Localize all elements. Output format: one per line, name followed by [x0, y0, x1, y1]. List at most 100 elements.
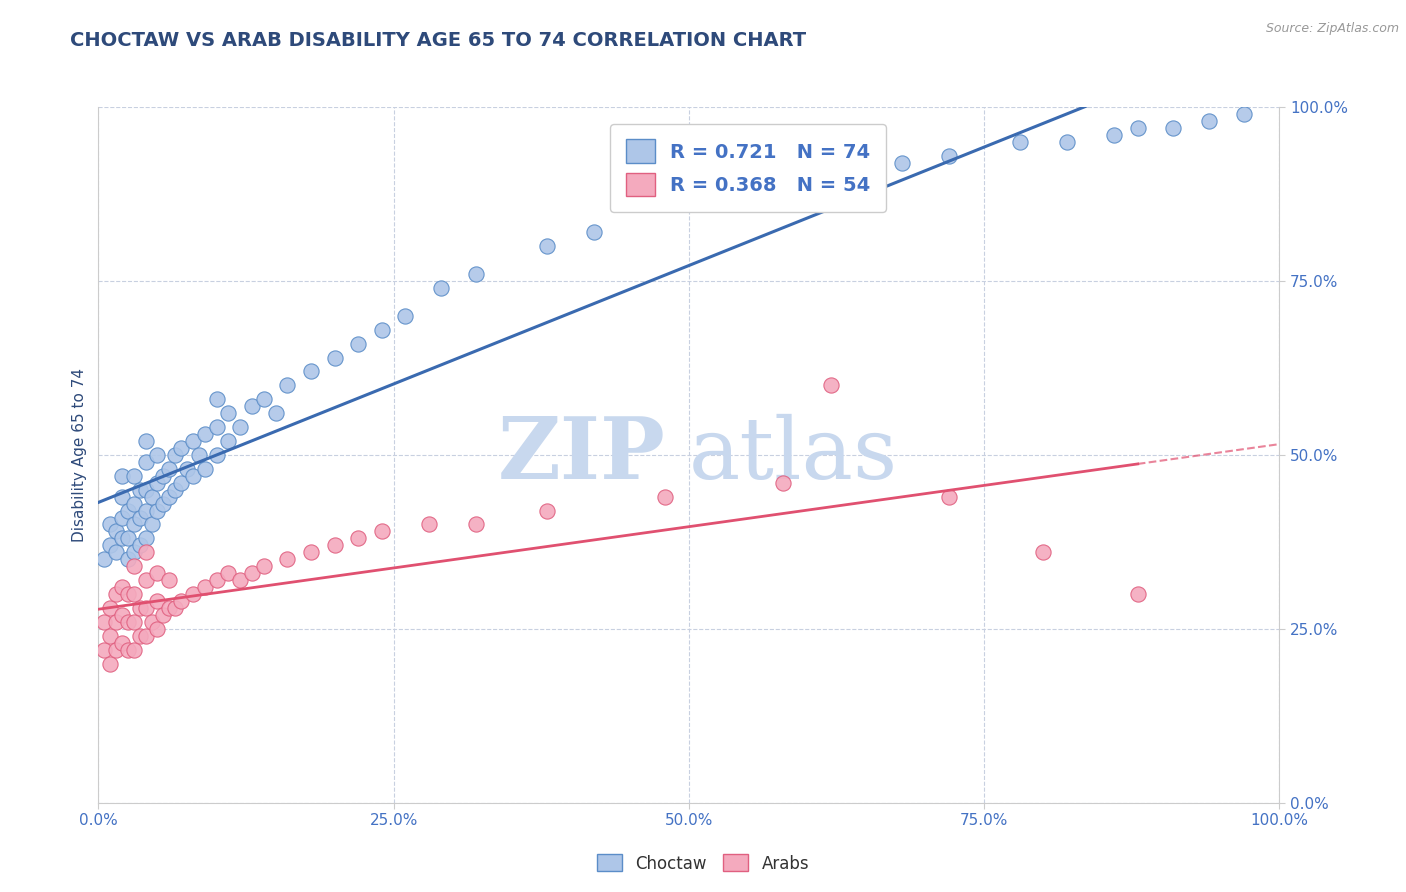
Point [98, 538, 121, 552]
Point [205, 420, 228, 434]
Point [111, 490, 134, 504]
Point [772, 475, 794, 490]
Point [371, 323, 394, 337]
Point [394, 309, 416, 323]
Point [347, 336, 370, 351]
Point [141, 517, 163, 532]
Point [240, 566, 263, 581]
Point [165, 448, 187, 462]
Point [122, 615, 145, 629]
Point [217, 406, 239, 420]
Point [135, 503, 157, 517]
Point [536, 239, 558, 253]
Point [157, 490, 180, 504]
Point [122, 559, 145, 574]
Point [181, 434, 204, 448]
Point [181, 587, 204, 601]
Point [323, 351, 346, 365]
Point [117, 615, 139, 629]
Point [152, 607, 174, 622]
Point [299, 364, 322, 378]
Point [820, 169, 842, 184]
Point [371, 524, 394, 539]
Point [176, 462, 198, 476]
Point [122, 642, 145, 657]
Point [157, 462, 180, 476]
Point [122, 468, 145, 483]
Point [135, 434, 157, 448]
Point [128, 601, 150, 615]
Point [217, 434, 239, 448]
Point [135, 545, 157, 559]
Point [299, 545, 322, 559]
Point [1161, 120, 1184, 135]
Point [583, 225, 606, 239]
Point [820, 378, 842, 392]
Point [170, 441, 193, 455]
Point [117, 503, 139, 517]
Point [1126, 587, 1149, 601]
Point [152, 468, 174, 483]
Point [465, 267, 488, 281]
Point [253, 392, 276, 407]
Point [264, 406, 287, 420]
Point [170, 475, 193, 490]
Point [122, 587, 145, 601]
Point [205, 573, 228, 587]
Point [157, 601, 180, 615]
Point [146, 622, 169, 636]
Point [93, 552, 115, 566]
Point [93, 615, 115, 629]
Point [98, 629, 121, 643]
Point [117, 552, 139, 566]
Point [253, 559, 276, 574]
Point [187, 448, 209, 462]
Point [276, 552, 298, 566]
Point [135, 532, 157, 546]
Point [122, 517, 145, 532]
Point [165, 483, 187, 497]
Point [430, 281, 453, 295]
Point [465, 517, 488, 532]
Point [654, 197, 676, 211]
Point [938, 149, 960, 163]
Point [111, 580, 134, 594]
Point [1008, 135, 1031, 149]
Point [1102, 128, 1125, 142]
Point [141, 490, 163, 504]
Point [128, 538, 150, 552]
Point [135, 629, 157, 643]
Point [111, 532, 134, 546]
Point [146, 566, 169, 581]
Legend: Choctaw, Arabs: Choctaw, Arabs [591, 847, 815, 880]
Text: Source: ZipAtlas.com: Source: ZipAtlas.com [1265, 22, 1399, 36]
Point [135, 483, 157, 497]
Point [111, 468, 134, 483]
Point [128, 483, 150, 497]
Point [170, 594, 193, 608]
Point [105, 524, 128, 539]
Y-axis label: Disability Age 65 to 74: Disability Age 65 to 74 [72, 368, 87, 542]
Point [135, 455, 157, 469]
Point [205, 448, 228, 462]
Point [217, 566, 239, 581]
Point [181, 468, 204, 483]
Point [105, 642, 128, 657]
Point [229, 573, 252, 587]
Point [117, 532, 139, 546]
Legend: R = 0.721   N = 74, R = 0.368   N = 54: R = 0.721 N = 74, R = 0.368 N = 54 [610, 124, 886, 212]
Point [135, 601, 157, 615]
Point [146, 594, 169, 608]
Point [194, 462, 217, 476]
Point [165, 601, 187, 615]
Point [938, 490, 960, 504]
Point [654, 490, 676, 504]
Text: CHOCTAW VS ARAB DISABILITY AGE 65 TO 74 CORRELATION CHART: CHOCTAW VS ARAB DISABILITY AGE 65 TO 74 … [70, 31, 807, 50]
Point [323, 538, 346, 552]
Point [194, 427, 217, 442]
Point [141, 615, 163, 629]
Point [146, 448, 169, 462]
Point [229, 420, 252, 434]
Point [1032, 545, 1054, 559]
Point [205, 392, 228, 407]
